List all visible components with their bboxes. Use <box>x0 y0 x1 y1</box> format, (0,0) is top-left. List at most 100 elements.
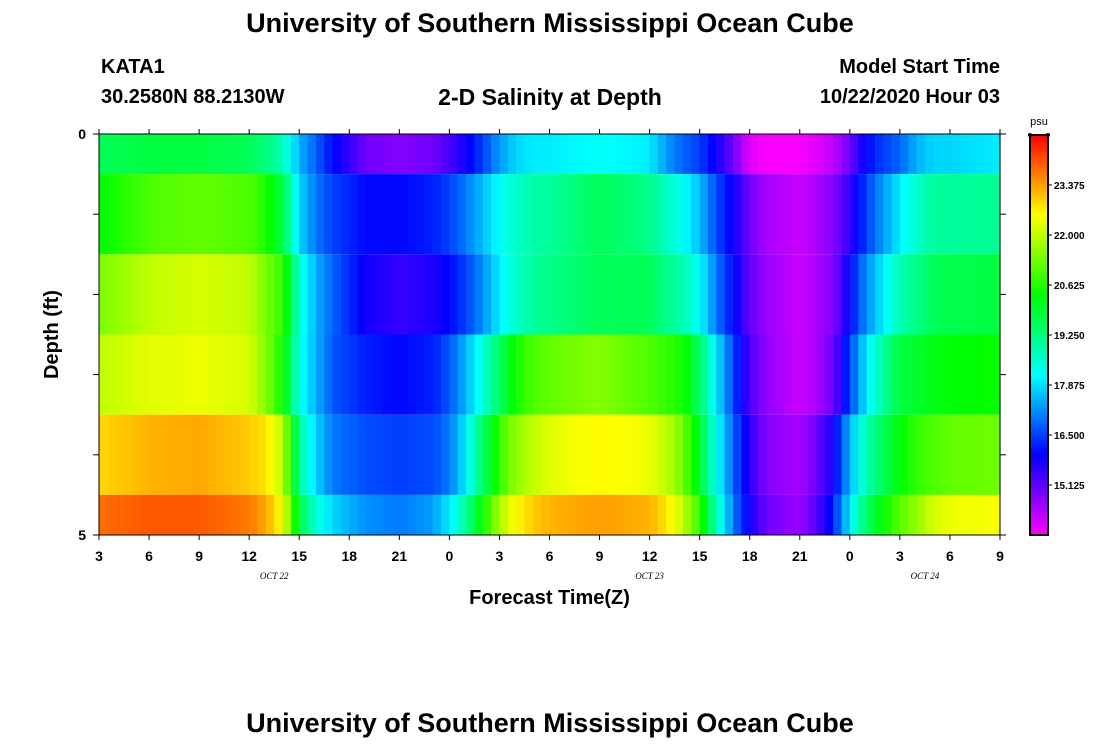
heatmap-cell <box>390 414 400 495</box>
heatmap-cell <box>591 414 601 495</box>
colorbar-segment <box>1030 205 1048 209</box>
heatmap-cell <box>841 334 851 415</box>
heatmap-cell <box>482 494 492 535</box>
heatmap-cell <box>599 134 609 175</box>
heatmap-cell <box>265 334 275 415</box>
heatmap-cell <box>265 494 275 535</box>
colorbar-segment <box>1030 161 1048 166</box>
heatmap-cell <box>399 494 409 535</box>
heatmap-cell <box>733 494 742 535</box>
heatmap-cell <box>407 134 417 175</box>
heatmap-cell <box>566 254 576 335</box>
colorbar-segment <box>1030 458 1048 463</box>
heatmap-cell <box>891 414 901 495</box>
heatmap-cell <box>140 254 150 335</box>
heatmap-cell <box>741 134 751 175</box>
heatmap-cell <box>249 254 259 335</box>
heatmap-cell <box>115 174 125 255</box>
heatmap-cell <box>507 174 517 255</box>
heatmap-cell <box>157 494 167 535</box>
colorbar-segment <box>1030 218 1048 223</box>
heatmap-cell <box>190 494 200 535</box>
colorbar-segment <box>1030 195 1048 199</box>
heatmap-cell <box>758 414 767 495</box>
heatmap-cell <box>474 174 484 255</box>
heatmap-cell <box>165 254 175 335</box>
heatmap-cell <box>324 174 334 255</box>
heatmap-cell <box>866 494 876 535</box>
heatmap-cell <box>774 414 784 495</box>
heatmap-cell <box>290 134 300 175</box>
heatmap-cell <box>207 414 217 495</box>
colorbar-segment <box>1030 401 1048 406</box>
heatmap-cell <box>115 334 125 415</box>
heatmap-cell <box>290 174 300 255</box>
heatmap-cell <box>749 414 759 495</box>
heatmap-cell <box>933 494 943 535</box>
x-tick-label: 21 <box>392 548 408 564</box>
heatmap-cell <box>449 254 459 335</box>
colorbar-segment <box>1030 465 1048 469</box>
heatmap-cell <box>749 254 759 335</box>
heatmap-cell <box>908 334 918 415</box>
heatmap-cell <box>165 334 175 415</box>
heatmap-cell <box>357 174 367 255</box>
heatmap-cell <box>741 334 751 415</box>
heatmap-cell <box>849 334 859 415</box>
heatmap-cell <box>149 174 158 255</box>
heatmap-cell <box>949 254 959 335</box>
heatmap-cell <box>399 174 409 255</box>
heatmap-cell <box>724 414 734 495</box>
heatmap-cell <box>924 254 934 335</box>
heatmap-cell <box>933 174 943 255</box>
heatmap-cell <box>866 414 876 495</box>
heatmap-cell <box>582 134 592 175</box>
heatmap-cell <box>949 174 959 255</box>
heatmap-cell <box>541 414 551 495</box>
heatmap-cell <box>966 494 976 535</box>
heatmap-cell <box>924 134 934 175</box>
colorbar-segment <box>1030 245 1048 249</box>
heatmap-cell <box>332 254 342 335</box>
heatmap-cell <box>349 254 359 335</box>
heatmap-cell <box>557 174 567 255</box>
heatmap-cell <box>499 174 509 255</box>
heatmap-cell <box>299 334 309 415</box>
heatmap-cell <box>758 334 767 415</box>
heatmap-cell <box>140 174 150 255</box>
heatmap-cell <box>332 414 342 495</box>
heatmap-cell <box>290 494 300 535</box>
heatmap-cell <box>841 174 851 255</box>
heatmap-cell <box>199 334 209 415</box>
x-tick-label: 3 <box>95 548 103 564</box>
heatmap-cell <box>240 414 250 495</box>
heatmap-cell <box>132 254 142 335</box>
heatmap-cell <box>607 494 617 535</box>
heatmap-cell <box>541 134 551 175</box>
heatmap-cell <box>966 254 976 335</box>
colorbar-segment <box>1030 371 1048 376</box>
heatmap-cell <box>207 334 217 415</box>
heatmap-cell <box>566 414 576 495</box>
heatmap-cell <box>833 134 843 175</box>
heatmap-cell <box>883 414 893 495</box>
x-tick-label: 18 <box>742 548 758 564</box>
heatmap-cell <box>866 334 876 415</box>
heatmap-cell <box>390 254 400 335</box>
heatmap-cell <box>424 134 434 175</box>
colorbar-segment <box>1030 201 1048 206</box>
colorbar-segment <box>1030 145 1048 149</box>
heatmap-cell <box>566 494 576 535</box>
heatmap-cell <box>340 174 350 255</box>
heatmap-cell <box>649 494 659 535</box>
x-date-label: OCT 24 <box>911 571 940 581</box>
heatmap-cell <box>466 334 476 415</box>
heatmap-cell <box>941 494 951 535</box>
colorbar-segment <box>1030 188 1048 193</box>
heatmap-cell <box>574 494 584 535</box>
heatmap-cell <box>833 254 843 335</box>
heatmap-cell <box>516 254 526 335</box>
heatmap-cell <box>307 174 317 255</box>
heatmap-cell <box>649 414 659 495</box>
heatmap-cell <box>382 134 392 175</box>
